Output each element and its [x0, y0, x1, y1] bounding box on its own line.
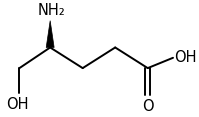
- Text: OH: OH: [174, 50, 196, 65]
- Text: O: O: [142, 99, 154, 114]
- Text: NH₂: NH₂: [38, 3, 66, 18]
- Text: OH: OH: [6, 97, 29, 112]
- Polygon shape: [46, 21, 54, 48]
